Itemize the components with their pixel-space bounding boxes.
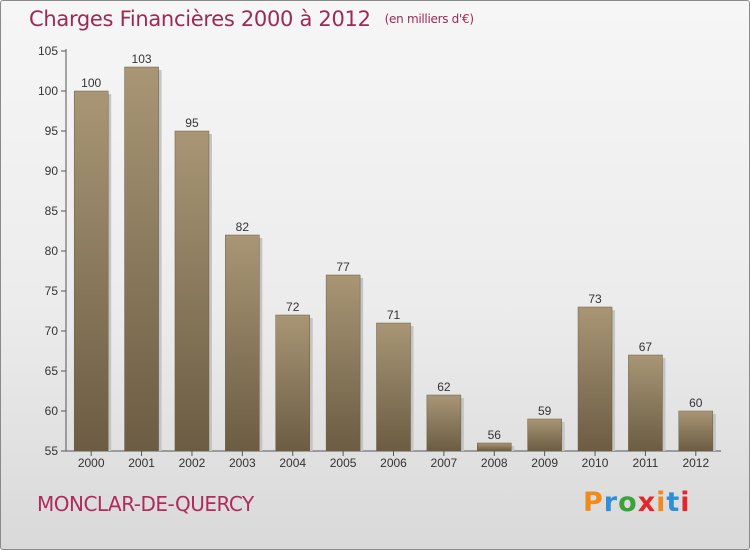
bar: [527, 418, 562, 452]
y-tick-label: 75: [45, 284, 59, 298]
y-tick-label: 80: [45, 244, 59, 258]
x-tick-label: 2009: [531, 456, 558, 470]
y-tick-label: 90: [45, 164, 59, 178]
bar: [124, 66, 159, 452]
x-tick-label: 2001: [128, 456, 155, 470]
x-tick-label: 2008: [481, 456, 508, 470]
x-tick-label: 2005: [330, 456, 357, 470]
chart-unit: (en milliers d'€): [384, 12, 474, 26]
y-tick-label: 60: [45, 404, 59, 418]
commune-name: MONCLAR-DE-QUERCY: [37, 492, 254, 516]
y-tick-label: 100: [38, 84, 58, 98]
x-tick-label: 2004: [279, 456, 306, 470]
x-tick-label: 2003: [229, 456, 256, 470]
x-tick-label: 2000: [78, 456, 105, 470]
bar: [477, 442, 512, 452]
data-label: 73: [588, 292, 602, 306]
data-label: 56: [488, 428, 502, 442]
bar: [426, 394, 462, 452]
x-tick-label: 2006: [380, 456, 407, 470]
data-label: 103: [132, 52, 152, 66]
logo-letter: P: [583, 487, 604, 518]
bar: [678, 410, 714, 452]
proxiti-logo: Proxiti: [583, 487, 691, 518]
y-tick-label: 55: [45, 444, 59, 458]
data-label: 100: [81, 76, 101, 90]
logo-letter: r: [603, 487, 619, 518]
bar: [376, 322, 411, 452]
chart-title: Charges Financières 2000 à 2012 (en milli…: [29, 7, 474, 31]
x-tick-label: 2011: [633, 456, 659, 470]
bar: [225, 234, 260, 452]
logo-letter: x: [637, 487, 657, 518]
data-label: 72: [286, 300, 300, 314]
x-tick-label: 2007: [431, 456, 458, 470]
y-tick-label: 85: [45, 204, 59, 218]
x-tick-label: 2002: [179, 456, 206, 470]
bar: [275, 314, 310, 452]
bar: [325, 274, 361, 452]
logo-letter: i: [680, 487, 691, 518]
data-label: 60: [689, 396, 703, 410]
x-tick-label: 2012: [682, 456, 709, 470]
data-label: 62: [437, 380, 451, 394]
data-label: 71: [387, 308, 401, 322]
y-tick-label: 70: [45, 324, 59, 338]
bar: [577, 306, 613, 452]
bar: [73, 90, 109, 452]
logo-letter: t: [666, 487, 681, 518]
y-tick-label: 95: [45, 124, 59, 138]
data-label: 95: [185, 116, 199, 130]
bar: [174, 130, 210, 452]
chart-title-text: Charges Financières 2000 à 2012: [29, 7, 371, 31]
logo-letter: o: [618, 487, 638, 518]
data-label: 77: [336, 260, 350, 274]
data-label: 82: [236, 220, 250, 234]
data-label: 59: [538, 404, 552, 418]
data-label: 67: [639, 340, 653, 354]
x-tick-label: 2010: [582, 456, 609, 470]
bar: [628, 354, 663, 452]
y-tick-label: 65: [45, 364, 59, 378]
logo-letter: i: [656, 487, 667, 518]
y-tick-label: 105: [38, 44, 58, 58]
